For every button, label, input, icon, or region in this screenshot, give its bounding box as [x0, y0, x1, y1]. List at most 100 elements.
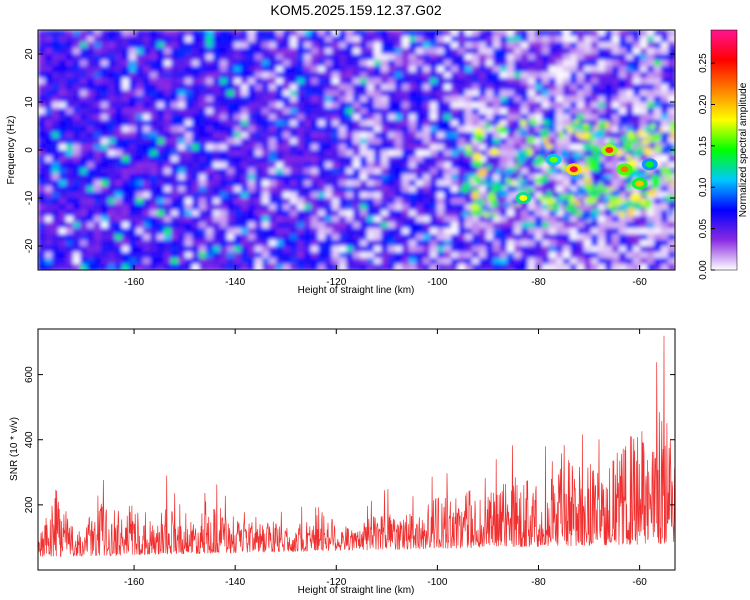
heatmap-cell [332, 258, 340, 265]
heatmap-cell [192, 138, 200, 145]
heatmap-cell [360, 120, 368, 127]
heatmap-cell [458, 162, 466, 169]
heatmap-cell [136, 126, 144, 133]
heatmap-cell [150, 78, 158, 85]
heatmap-cell [395, 114, 403, 121]
heatmap-cell [157, 180, 165, 187]
heatmap-blob [584, 156, 596, 162]
heatmap-cell [213, 180, 221, 187]
heatmap-cell [598, 192, 606, 199]
heatmap-cell [409, 126, 417, 133]
heatmap-cell [479, 210, 487, 217]
heatmap-cell [241, 72, 249, 79]
heatmap-cell [255, 132, 263, 139]
heatmap-cell [626, 258, 634, 265]
heatmap-cell [192, 180, 200, 187]
heatmap-cell [94, 60, 102, 67]
heatmap-cell [115, 204, 123, 211]
snr-line [38, 335, 675, 557]
heatmap-cell [353, 84, 361, 91]
heatmap-cell [325, 78, 333, 85]
heatmap-cell [339, 78, 347, 85]
heatmap-cell [395, 168, 403, 175]
heatmap-cell [311, 144, 319, 151]
heatmap-cell [507, 264, 515, 270]
heatmap-cell [234, 156, 242, 163]
heatmap-cell [206, 156, 214, 163]
heatmap-cell [493, 156, 501, 163]
heatmap-cell [402, 66, 410, 73]
heatmap-cell [416, 66, 424, 73]
heatmap-cell [115, 132, 123, 139]
heatmap-cell [661, 102, 669, 109]
heatmap-cell [374, 198, 382, 205]
heatmap-cell [605, 108, 613, 115]
heatmap-cell [521, 144, 529, 151]
heatmap-cell [101, 66, 109, 73]
heatmap-cell [325, 240, 333, 247]
heatmap-cell [640, 192, 648, 199]
heatmap-cell [409, 36, 417, 43]
heatmap-cell [108, 144, 116, 151]
heatmap-cell [591, 252, 599, 259]
heatmap-cell [549, 108, 557, 115]
heatmap-cell [248, 132, 256, 139]
heatmap-cell [52, 156, 60, 163]
heatmap-cell [374, 78, 382, 85]
heatmap-cell [381, 78, 389, 85]
heatmap-cell [192, 36, 200, 43]
heatmap-cell [66, 84, 74, 91]
heatmap-cell [52, 30, 60, 37]
heatmap-cell [626, 30, 634, 37]
heatmap-cell [507, 240, 515, 247]
heatmap-cell [185, 48, 193, 55]
heatmap-cell [668, 84, 675, 91]
heatmap-cell [276, 96, 284, 103]
heatmap-cell [409, 42, 417, 49]
heatmap-cell [570, 66, 578, 73]
heatmap-cell [234, 54, 242, 61]
heatmap-cell [283, 252, 291, 259]
heatmap-cell [563, 234, 571, 241]
heatmap-cell [297, 120, 305, 127]
heatmap-cell [290, 228, 298, 235]
heatmap-cell [402, 168, 410, 175]
heatmap-cell [304, 264, 312, 270]
heatmap-cell [367, 120, 375, 127]
heatmap-cell [206, 102, 214, 109]
heatmap-cell [269, 132, 277, 139]
heatmap-cell [115, 30, 123, 37]
heatmap-cell [437, 42, 445, 49]
heatmap-cell [381, 96, 389, 103]
heatmap-cell [192, 96, 200, 103]
heatmap-cell [598, 222, 606, 229]
heatmap-cell [311, 48, 319, 55]
heatmap-cell [444, 192, 452, 199]
heatmap-cell [59, 258, 67, 265]
heatmap-cell [472, 144, 480, 151]
heatmap-cell [472, 264, 480, 270]
heatmap-cell [661, 204, 669, 211]
heatmap-cell [311, 30, 319, 37]
heatmap-cell [486, 102, 494, 109]
heatmap-cell [38, 174, 46, 181]
heatmap-cell [640, 186, 648, 193]
heatmap-cell [416, 48, 424, 55]
heatmap-cell [500, 234, 508, 241]
heatmap-cell [171, 66, 179, 73]
heatmap-cell [640, 222, 648, 229]
heatmap-cell [171, 120, 179, 127]
heatmap-cell [220, 186, 228, 193]
heatmap-cell [206, 84, 214, 91]
heatmap-cell [668, 102, 675, 109]
heatmap-cell [402, 30, 410, 37]
heatmap-cell [360, 138, 368, 145]
heatmap-cell [248, 234, 256, 241]
heatmap-cell [52, 90, 60, 97]
heatmap-cell [584, 120, 592, 127]
heatmap-cell [45, 246, 53, 253]
heatmap-cell [108, 234, 116, 241]
heatmap-cell [290, 144, 298, 151]
heatmap-cell [563, 78, 571, 85]
heatmap-cell [73, 162, 81, 169]
